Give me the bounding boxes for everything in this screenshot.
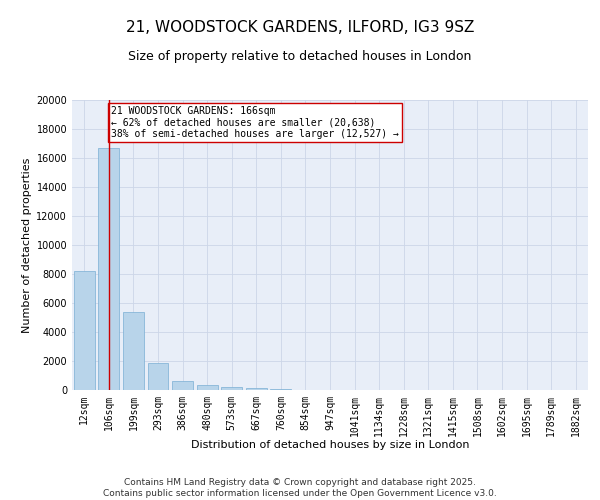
Text: Size of property relative to detached houses in London: Size of property relative to detached ho… — [128, 50, 472, 63]
Text: 21, WOODSTOCK GARDENS, ILFORD, IG3 9SZ: 21, WOODSTOCK GARDENS, ILFORD, IG3 9SZ — [126, 20, 474, 35]
X-axis label: Distribution of detached houses by size in London: Distribution of detached houses by size … — [191, 440, 469, 450]
Bar — [246, 388, 267, 390]
Bar — [74, 271, 95, 390]
Bar — [123, 312, 144, 390]
Bar — [221, 387, 242, 390]
Bar — [271, 388, 292, 390]
Bar — [197, 385, 218, 390]
Y-axis label: Number of detached properties: Number of detached properties — [22, 158, 32, 332]
Bar — [148, 363, 169, 390]
Text: 21 WOODSTOCK GARDENS: 166sqm
← 62% of detached houses are smaller (20,638)
38% o: 21 WOODSTOCK GARDENS: 166sqm ← 62% of de… — [112, 106, 399, 139]
Text: Contains HM Land Registry data © Crown copyright and database right 2025.
Contai: Contains HM Land Registry data © Crown c… — [103, 478, 497, 498]
Bar — [172, 380, 193, 390]
Bar — [98, 148, 119, 390]
